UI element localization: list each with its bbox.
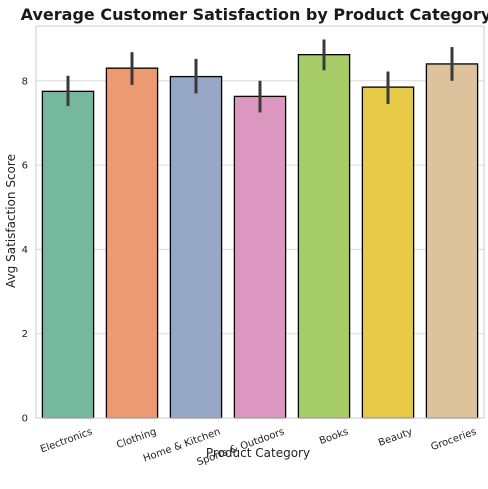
x-tick-label: Clothing xyxy=(115,426,158,451)
x-tick-label: Groceries xyxy=(429,426,478,453)
y-tick-label: 8 xyxy=(22,76,28,87)
bar xyxy=(233,95,287,419)
bar xyxy=(41,90,95,419)
bar xyxy=(425,63,479,419)
x-axis-label: Product Category xyxy=(206,446,310,460)
chart-title: Average Customer Satisfaction by Product… xyxy=(21,5,488,24)
y-tick-label: 0 xyxy=(22,414,28,425)
y-axis-label: Avg Satisfaction Score xyxy=(4,154,18,288)
x-tick-label: Beauty xyxy=(377,426,414,448)
x-tick-label: Books xyxy=(318,426,350,447)
bar xyxy=(297,54,351,419)
bar xyxy=(361,86,415,419)
error-bars xyxy=(66,39,454,113)
bar xyxy=(169,75,223,419)
y-axis-ticks: 0 2 4 6 8 xyxy=(22,76,28,424)
y-tick-label: 2 xyxy=(22,329,28,340)
y-tick-label: 6 xyxy=(22,161,28,172)
bar xyxy=(105,67,159,419)
bars xyxy=(41,54,479,419)
y-tick-label: 4 xyxy=(22,245,28,256)
plot-frame xyxy=(35,25,485,419)
x-tick-label: Electronics xyxy=(39,426,94,455)
